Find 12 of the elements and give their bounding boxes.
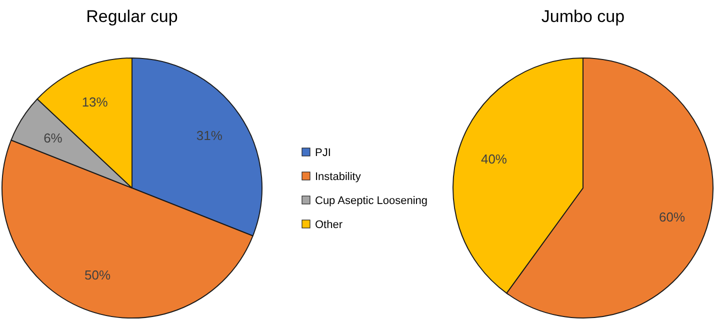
- legend-label: Cup Aseptic Loosening: [315, 194, 428, 207]
- chart-title: Regular cup: [86, 7, 178, 26]
- legend-label: Other: [315, 218, 343, 231]
- data-label: 13%: [82, 94, 108, 110]
- data-label: 50%: [84, 268, 111, 283]
- legend-label: PJI: [315, 146, 331, 159]
- data-label: 31%: [196, 128, 223, 143]
- chart-title: Jumbo cup: [541, 7, 625, 26]
- data-label: 60%: [659, 209, 686, 224]
- data-label: 40%: [480, 152, 508, 167]
- data-label: 6%: [44, 130, 63, 146]
- legend-label: Instability: [315, 170, 362, 183]
